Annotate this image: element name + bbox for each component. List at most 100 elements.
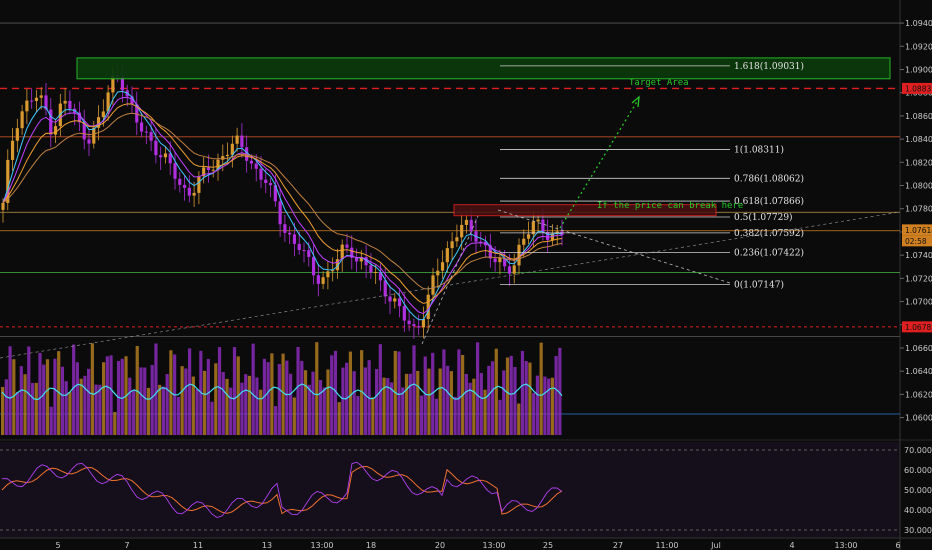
candle-body — [178, 178, 182, 185]
volume-bar — [19, 366, 23, 435]
volume-bar — [505, 357, 510, 435]
volume-bar — [472, 378, 476, 435]
time-tick-label: 20 — [435, 541, 445, 550]
volume-bar — [15, 392, 20, 435]
target-zone-box — [76, 57, 891, 80]
volume-bar — [270, 353, 274, 435]
time-tick-label: 6 — [895, 541, 900, 550]
candle-body — [6, 159, 10, 203]
candle-body — [53, 126, 58, 135]
candle-body — [149, 132, 153, 141]
time-tick-label: 18 — [366, 541, 376, 550]
volume-bar — [180, 366, 184, 435]
volume-bar — [348, 351, 353, 435]
candle-body — [407, 320, 411, 325]
volume-bar — [277, 364, 281, 435]
rsi-tick-label: 50.0000 — [904, 486, 932, 495]
impulse-leg-line — [421, 215, 479, 345]
volume-bar — [210, 401, 214, 435]
price-tag — [902, 82, 932, 94]
candle-body — [283, 224, 287, 233]
candle-body — [192, 192, 196, 196]
volume-bar — [337, 402, 341, 435]
candle-body — [273, 185, 277, 202]
price-tick-label: 1.08600 — [905, 112, 932, 121]
rsi-tick-label: 60.0000 — [904, 466, 932, 475]
volume-bar — [442, 349, 446, 435]
volume-bar — [498, 399, 502, 435]
candle-body — [479, 241, 483, 243]
candle-body — [369, 265, 373, 273]
candle-body — [512, 265, 516, 274]
candle-body — [307, 250, 311, 257]
price-tick-label: 1.09400 — [905, 19, 932, 28]
volume-bar — [131, 389, 136, 435]
time-tick-label: 7 — [124, 541, 129, 550]
volume-bar — [427, 368, 431, 435]
volume-bar — [165, 374, 169, 435]
volume-bar — [419, 395, 424, 435]
volume-bar — [550, 377, 554, 435]
rsi-signal-line — [1, 465, 563, 515]
candle-body — [10, 140, 15, 160]
time-tick-label: 4 — [789, 541, 794, 550]
time-tick-label: 11 — [193, 541, 203, 550]
price-tick-label: 1.06600 — [905, 344, 932, 353]
volume-bar — [494, 348, 498, 435]
candle-body — [259, 168, 263, 180]
rsi-tick-label: 30.0000 — [904, 526, 932, 535]
volume-bar — [382, 377, 386, 435]
volume-bar — [401, 387, 405, 435]
candle-body — [469, 219, 473, 232]
volume-bar — [285, 360, 289, 435]
candle-body — [321, 277, 325, 284]
volume-bar — [330, 355, 334, 435]
candle-body — [541, 219, 545, 232]
volume-bar — [68, 392, 72, 435]
volume-bar — [468, 382, 472, 435]
volume-bar — [333, 350, 338, 435]
candle-body — [292, 234, 297, 244]
target-area-label: Target Area — [629, 78, 689, 88]
volume-bar — [27, 346, 31, 435]
candle-body — [517, 244, 521, 266]
volume-bar — [109, 355, 113, 435]
volume-bar — [475, 342, 480, 435]
candle-body — [350, 247, 354, 258]
moving-average-line — [2, 112, 563, 290]
price-tick-label: 1.07400 — [905, 251, 932, 260]
volume-bar — [143, 367, 147, 435]
time-tick-label: Jul — [710, 541, 721, 550]
volume-bar — [386, 378, 390, 435]
candle-body — [450, 241, 454, 249]
volume-bar — [315, 342, 319, 435]
volume-bar — [311, 371, 315, 435]
candle-body — [378, 272, 383, 281]
volume-bar — [502, 370, 506, 435]
volume-bar — [318, 380, 323, 435]
candle-body — [120, 77, 125, 91]
volume-bar — [255, 377, 259, 435]
volume-bar — [75, 362, 79, 435]
candle-body — [1, 202, 5, 210]
volume-bar — [87, 368, 91, 435]
candle-body — [139, 122, 144, 132]
candle-body — [493, 258, 497, 263]
volume-bar — [161, 386, 166, 435]
volume-bar — [517, 403, 521, 435]
time-tick-label: 25 — [543, 541, 553, 550]
price-tag — [902, 321, 932, 333]
volume-bar — [64, 381, 68, 435]
candle-body — [340, 244, 344, 260]
arrow-head — [631, 95, 640, 108]
time-tick-label: 13 — [262, 541, 272, 550]
volume-bar — [217, 347, 222, 435]
volume-bar — [434, 398, 439, 435]
candle-body — [87, 139, 91, 144]
candle-body — [44, 95, 48, 110]
volume-bar — [139, 367, 143, 435]
volume-bar — [547, 378, 551, 435]
volume-bar — [300, 360, 304, 435]
rising-trendline — [0, 211, 901, 359]
